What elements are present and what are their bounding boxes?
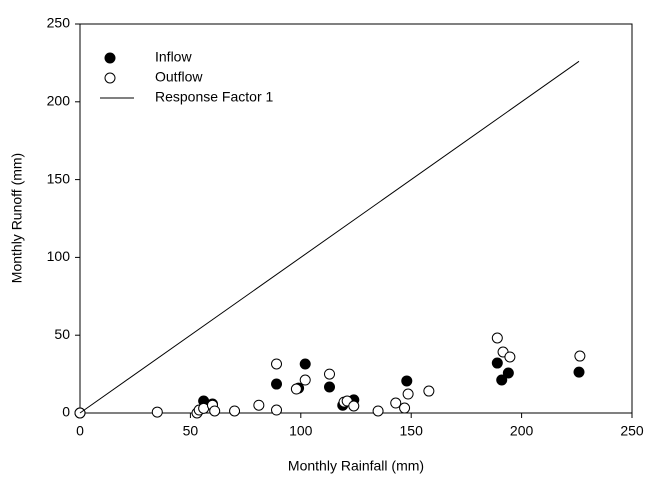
- x-tick-label: 150: [400, 423, 424, 439]
- point: [253, 399, 265, 411]
- point: [372, 405, 384, 417]
- point: [502, 367, 514, 379]
- point: [299, 358, 311, 370]
- x-tick-label: 0: [76, 423, 84, 439]
- point: [290, 383, 302, 395]
- x-tick-label: 250: [620, 423, 644, 439]
- point: [496, 374, 508, 386]
- point: [491, 357, 503, 369]
- line: [79, 60, 580, 414]
- legend-label: Outflow: [155, 69, 203, 85]
- legend-label: Inflow: [155, 49, 192, 65]
- legend-swatch: [104, 72, 116, 84]
- point: [491, 332, 503, 344]
- point: [324, 368, 336, 380]
- point: [271, 358, 283, 370]
- y-tick-label: 150: [47, 170, 71, 186]
- legend-swatch: [104, 52, 116, 64]
- x-tick-label: 100: [289, 423, 313, 439]
- x-axis-label: Monthly Rainfall (mm): [288, 458, 424, 474]
- y-tick-label: 50: [54, 326, 70, 342]
- point: [423, 385, 435, 397]
- legend-label: Response Factor 1: [155, 89, 273, 105]
- y-tick-label: 250: [47, 15, 71, 31]
- point: [504, 351, 516, 363]
- y-tick-label: 200: [47, 93, 71, 109]
- y-axis-label: Monthly Runoff (mm): [9, 153, 25, 283]
- plot-frame: [79, 23, 633, 414]
- x-tick-label: 50: [183, 423, 199, 439]
- point: [348, 400, 360, 412]
- point: [390, 397, 402, 409]
- y-tick-label: 0: [62, 404, 70, 420]
- point: [271, 378, 283, 390]
- point: [401, 375, 413, 387]
- x-tick-label: 200: [510, 423, 534, 439]
- point: [151, 406, 163, 418]
- point: [573, 366, 585, 378]
- point: [324, 381, 336, 393]
- point: [574, 350, 586, 362]
- y-tick-label: 100: [47, 248, 71, 264]
- point: [299, 374, 311, 386]
- point: [229, 405, 241, 417]
- point: [209, 405, 221, 417]
- point: [399, 402, 411, 414]
- point: [402, 388, 414, 400]
- point: [271, 404, 283, 416]
